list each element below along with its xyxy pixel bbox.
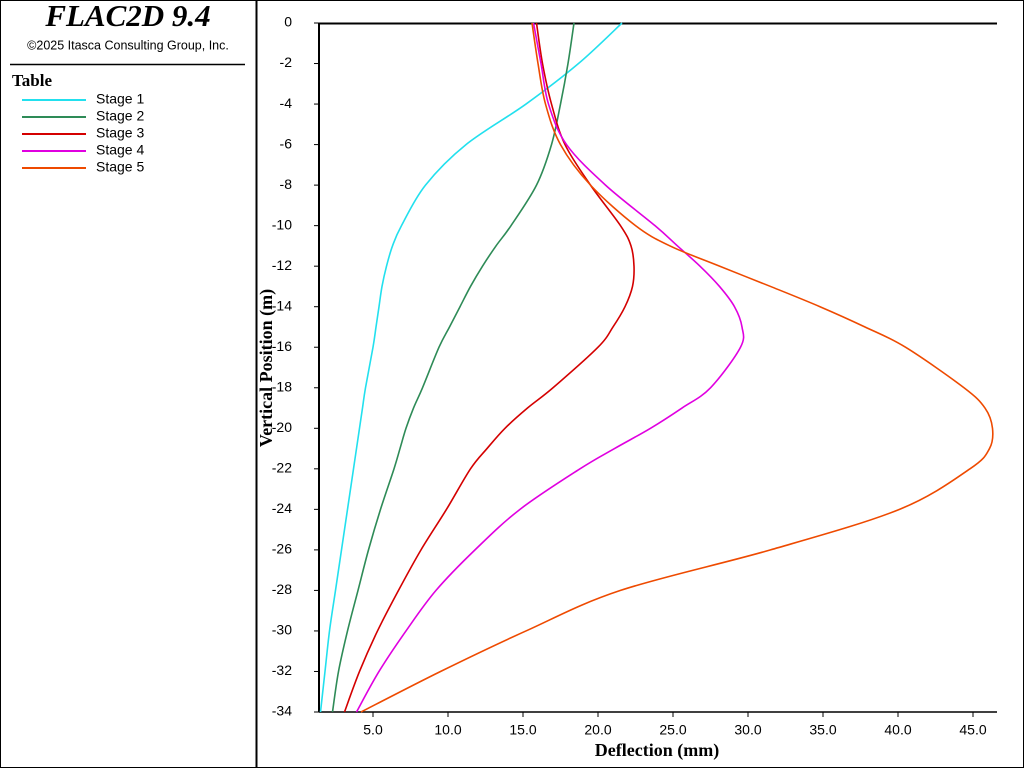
series-line <box>343 22 635 713</box>
y-tick-label: -34 <box>272 703 292 719</box>
y-tick-label: -2 <box>280 54 293 70</box>
x-tick-label: 45.0 <box>959 722 986 738</box>
x-tick-label: 40.0 <box>884 722 911 738</box>
x-tick-label: 35.0 <box>809 722 836 738</box>
y-tick-label: -20 <box>272 419 292 435</box>
y-tick-label: -16 <box>272 338 292 354</box>
legend-label: Stage 4 <box>96 142 144 158</box>
x-axis-title: Deflection (mm) <box>595 740 719 761</box>
y-tick-label: -14 <box>272 297 292 313</box>
x-tick-label: 5.0 <box>363 722 383 738</box>
y-tick-label: -26 <box>272 541 292 557</box>
y-tick-label: -24 <box>272 500 292 516</box>
y-tick-label: -8 <box>280 176 293 192</box>
series-line <box>355 22 745 713</box>
x-tick-label: 30.0 <box>734 722 761 738</box>
y-tick-label: -4 <box>280 95 293 111</box>
legend-label: Stage 5 <box>96 159 144 175</box>
legend-label: Stage 3 <box>96 125 144 141</box>
x-tick-label: 20.0 <box>584 722 611 738</box>
y-tick-label: -10 <box>272 216 292 232</box>
legend-label: Stage 2 <box>96 108 144 124</box>
x-tick-label: 15.0 <box>509 722 536 738</box>
y-tick-label: -6 <box>280 135 293 151</box>
legend-title: Table <box>12 71 52 90</box>
y-tick-label: -28 <box>272 581 292 597</box>
series-line <box>360 22 994 713</box>
subtitle: ©2025 Itasca Consulting Group, Inc. <box>27 38 229 52</box>
y-axis-title: Vertical Position (m) <box>256 289 277 447</box>
chart-title: FLAC2D 9.4 <box>44 0 210 33</box>
y-tick-label: -30 <box>272 622 292 638</box>
series-line <box>331 22 575 713</box>
y-tick-label: -12 <box>272 257 292 273</box>
y-tick-label: -18 <box>272 378 292 394</box>
legend-label: Stage 1 <box>96 91 144 107</box>
x-tick-label: 25.0 <box>659 722 686 738</box>
y-tick-label: -22 <box>272 460 292 476</box>
x-tick-label: 10.0 <box>434 722 461 738</box>
y-tick-label: 0 <box>284 14 292 30</box>
series-line <box>319 22 623 713</box>
y-tick-label: -32 <box>272 662 292 678</box>
